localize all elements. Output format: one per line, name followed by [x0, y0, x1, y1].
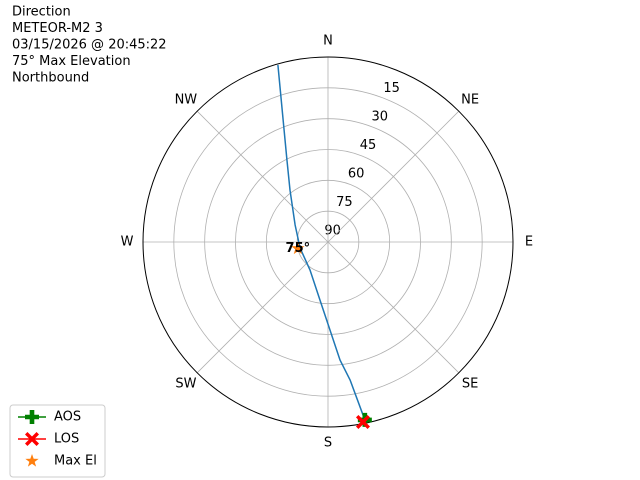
theta-tick-label: N — [323, 34, 333, 49]
title-line: METEOR-M2 3 — [12, 21, 103, 36]
legend-marker — [25, 454, 39, 467]
r-tick-label: 15 — [383, 81, 400, 96]
annotation: 75° — [286, 241, 311, 256]
legend-marker — [25, 410, 39, 424]
legend-label: LOS — [54, 432, 79, 447]
r-tick-label: 60 — [348, 166, 365, 181]
polar-frame — [142, 56, 514, 428]
grid-spoke — [196, 110, 329, 243]
legend-marker — [25, 432, 39, 446]
title-line: 75° Max Elevation — [12, 54, 131, 69]
theta-tick-label: S — [324, 436, 332, 451]
theta-tick-label: NE — [461, 92, 479, 107]
grid-spoke — [327, 241, 460, 374]
grid-spoke — [196, 241, 329, 374]
marker — [291, 241, 305, 255]
theta-tick-label: SE — [462, 377, 478, 392]
theta-tick-label: E — [525, 235, 533, 250]
title-line: 03/15/2026 @ 20:45:22 — [12, 38, 167, 53]
r-tick-label: 45 — [360, 138, 377, 153]
theta-tick-label: NW — [175, 92, 198, 107]
r-tick-label: 30 — [372, 109, 389, 124]
grid-spoke — [327, 110, 460, 243]
legend-label: AOS — [54, 410, 81, 425]
r-tick-label: 90 — [324, 223, 341, 238]
legend-label: Max El — [54, 454, 97, 469]
marker — [355, 414, 370, 429]
r-tick-label: 75 — [336, 195, 353, 210]
title-line: Northbound — [12, 71, 89, 86]
title-line: Direction — [12, 5, 71, 20]
theta-tick-label: W — [121, 235, 134, 250]
theta-tick-label: SW — [175, 377, 196, 392]
